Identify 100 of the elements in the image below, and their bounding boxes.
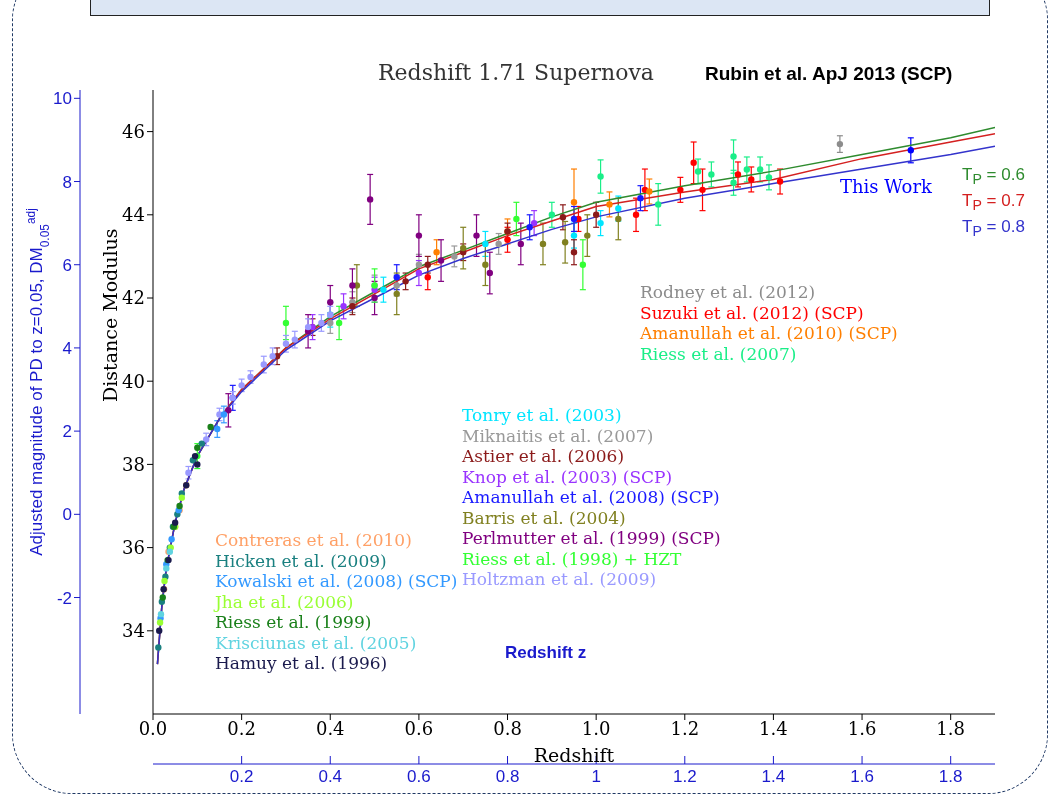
y2-tick-label: 2 xyxy=(62,422,72,442)
x2-tick-label: 0.4 xyxy=(318,767,343,787)
point xyxy=(482,261,489,268)
point xyxy=(340,303,347,310)
y-tick-label: 34 xyxy=(122,620,145,642)
point xyxy=(655,201,662,208)
point xyxy=(178,494,186,501)
x2-tick-label: 1.4 xyxy=(761,767,786,787)
point xyxy=(433,249,440,256)
point xyxy=(380,286,387,293)
point xyxy=(185,469,192,476)
point xyxy=(694,168,702,175)
point xyxy=(335,319,343,327)
x2-tick-label: 1.2 xyxy=(672,767,697,787)
point xyxy=(539,240,547,248)
y-tick-label: 38 xyxy=(122,453,145,475)
text: Astier et al. (2006) xyxy=(462,446,625,466)
x-tick-label: 1.8 xyxy=(936,717,965,739)
point xyxy=(163,565,170,572)
point xyxy=(517,240,525,248)
point xyxy=(318,319,325,327)
point xyxy=(646,188,653,195)
point xyxy=(730,179,737,186)
text: Jha et al. (2006) xyxy=(215,591,354,612)
y-tick-label: 46 xyxy=(122,120,145,142)
point xyxy=(225,407,232,414)
x-tick-label: 1.4 xyxy=(759,717,788,739)
y2-tick-label: 10 xyxy=(53,89,72,109)
point xyxy=(495,240,502,248)
text: Suzuki et al. (2012) (SCP) xyxy=(640,302,864,323)
text: Hamuy et al. (1996) xyxy=(215,653,388,673)
y-axis-title: Distance Modulus xyxy=(98,228,121,402)
point xyxy=(269,353,276,360)
point xyxy=(402,278,409,285)
x2-tick-label: 1.6 xyxy=(850,767,874,787)
point xyxy=(561,239,569,246)
x-axis-title: Redshift xyxy=(533,744,615,766)
x2-tick-label: 0.8 xyxy=(495,767,520,787)
point xyxy=(207,423,214,431)
x2-tick-label: 0.2 xyxy=(229,767,254,787)
y2-tick-label: -2 xyxy=(56,588,72,608)
x2-tick-label: 1 xyxy=(591,767,601,787)
point xyxy=(708,171,715,178)
point xyxy=(156,619,164,626)
x-tick-label: 0.8 xyxy=(493,717,522,739)
text: Miknaitis et al. (2007) xyxy=(462,425,654,446)
x-tick-label: 0.2 xyxy=(227,717,256,739)
x-tick-label: 1.6 xyxy=(847,717,877,739)
point xyxy=(156,627,163,634)
point xyxy=(530,219,538,227)
text: Tonry et al. (2003) xyxy=(462,405,622,425)
point xyxy=(168,536,175,543)
point xyxy=(366,196,374,203)
point xyxy=(304,323,312,331)
point xyxy=(730,153,737,160)
y2-tick-label: 4 xyxy=(62,338,72,358)
x-tick-label: 0.4 xyxy=(315,717,345,739)
point xyxy=(473,232,480,239)
point xyxy=(606,201,613,208)
point xyxy=(157,610,165,618)
y2-tick-label: 0 xyxy=(62,505,72,525)
text: Barris et al. (2004) xyxy=(462,507,626,528)
text: Riess et al. (1998) + HZT xyxy=(462,548,682,569)
point xyxy=(198,440,205,447)
text: Hicken et al. (2009) xyxy=(215,550,387,571)
y-tick-label: 36 xyxy=(122,536,145,558)
point xyxy=(214,425,221,433)
series-label: This Work xyxy=(840,176,932,197)
point xyxy=(161,577,168,585)
point xyxy=(437,257,445,264)
point xyxy=(584,232,591,239)
y2-tick-label: 8 xyxy=(62,172,72,192)
text: Kowalski et al. (2008) (SCP) xyxy=(215,571,458,591)
point xyxy=(176,502,183,510)
point xyxy=(513,215,520,223)
point xyxy=(486,269,493,277)
point xyxy=(615,205,622,212)
text: Rodney et al. (2012) xyxy=(640,282,816,302)
series-label: T$_{P}$ = 0.6 xyxy=(962,165,1025,188)
point xyxy=(592,211,600,218)
point xyxy=(734,171,742,178)
x2-tick-label: 0.6 xyxy=(407,767,431,787)
point xyxy=(765,174,773,181)
text: T$_{P}$ = 0.8 xyxy=(962,217,1025,240)
x-tick-label: 0.6 xyxy=(404,717,434,739)
y-tick-label: 44 xyxy=(122,204,145,226)
y-tick-label: 40 xyxy=(122,370,145,392)
point xyxy=(579,261,587,268)
point xyxy=(220,411,228,418)
point xyxy=(776,178,784,185)
x2-axis-title: Redshift z xyxy=(505,643,587,663)
point xyxy=(632,211,640,218)
point xyxy=(451,253,458,260)
point xyxy=(748,176,755,183)
text: Krisciunas et al. (2005) xyxy=(215,632,417,653)
point xyxy=(155,644,162,651)
x2-tick-label: 1.8 xyxy=(938,767,963,787)
point xyxy=(699,186,706,194)
text: Contreras et al. (2010) xyxy=(215,530,412,550)
text: Holtzman et al. (2009) xyxy=(462,569,657,589)
